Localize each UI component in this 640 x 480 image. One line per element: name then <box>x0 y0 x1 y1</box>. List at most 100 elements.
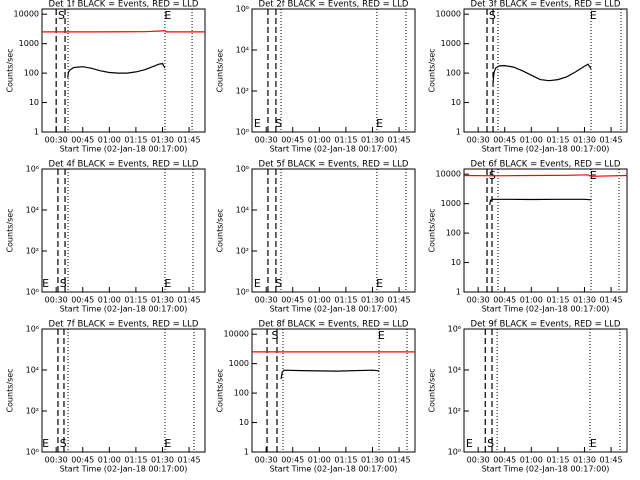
y-tick-label: 10² <box>26 407 39 416</box>
annotation: S <box>272 329 279 342</box>
y-tick-label: 10⁴ <box>26 366 39 375</box>
series-line <box>280 369 380 380</box>
panel: Det 5f BLACK = Events, RED = LLD 10⁰ 10² 10… <box>216 160 416 314</box>
annotation: E <box>42 437 49 450</box>
x-tick-label: 01:15 <box>124 456 147 465</box>
x-tick-label: 00:45 <box>71 296 94 305</box>
x-tick-label: 01:15 <box>546 296 569 305</box>
x-tick-label: 01:00 <box>520 456 543 465</box>
x-tick-label: 00:30 <box>255 456 278 465</box>
y-axis-label: Counts/sec <box>6 368 15 412</box>
annotation: E <box>378 329 385 342</box>
y-tick-label: 10² <box>448 407 461 416</box>
x-tick-label: 00:45 <box>493 136 516 145</box>
y-tick-label: 10⁶ <box>236 165 249 174</box>
x-tick-label: 01:00 <box>98 456 121 465</box>
y-tick-label: 10⁰ <box>26 288 39 297</box>
panel: Det 1f BLACK = Events, RED = LLD 1 10 100 10… <box>6 0 206 154</box>
plot-frame <box>41 168 206 293</box>
panel: Det 4f BLACK = Events, RED = LLD 10⁰ 10² 10… <box>6 160 206 314</box>
y-tick-label: 1 <box>456 288 461 297</box>
y-tick-label: 100 <box>234 389 249 398</box>
y-tick-label: 10⁰ <box>236 288 249 297</box>
x-tick-label: 00:30 <box>255 296 278 305</box>
y-tick-label: 10⁶ <box>236 5 249 14</box>
y-tick-label: 10² <box>236 87 249 96</box>
y-tick-label: 100 <box>446 229 461 238</box>
plot-frame <box>251 168 416 293</box>
annotation: E <box>590 9 597 22</box>
x-tick-label: 01:00 <box>308 136 331 145</box>
x-tick-label: 01:15 <box>334 136 357 145</box>
y-tick-label: 10² <box>236 247 249 256</box>
annotation: E <box>254 117 261 130</box>
y-tick-label: 10 <box>451 98 461 107</box>
panel-title: Det 1f BLACK = Events, RED = LLD <box>49 0 199 10</box>
y-tick-label: 1 <box>456 128 461 137</box>
x-tick-label: 00:30 <box>255 136 278 145</box>
y-tick-label: 10000 <box>224 330 249 339</box>
x-tick-label: 00:45 <box>71 456 94 465</box>
y-tick-label: 1 <box>244 448 249 457</box>
x-tick-label: 01:30 <box>151 456 174 465</box>
y-tick-label: 10⁴ <box>236 206 249 215</box>
x-tick-label: 01:45 <box>388 296 411 305</box>
y-tick-label: 10⁰ <box>26 448 39 457</box>
annotation: E <box>164 437 171 450</box>
y-axis-label: Counts/sec <box>216 368 225 412</box>
panel-title: Det 9f BLACK = Events, RED = LLD <box>471 320 621 330</box>
y-tick-label: 10⁴ <box>26 206 39 215</box>
x-tick-label: 00:30 <box>45 456 68 465</box>
y-tick-label: 10⁰ <box>448 448 461 457</box>
y-tick-label: 1000 <box>441 39 461 48</box>
x-tick-label: 01:00 <box>98 296 121 305</box>
annotation: S <box>275 277 282 290</box>
panel-title: Det 3f BLACK = Events, RED = LLD <box>471 0 621 10</box>
annotation: S <box>60 277 67 290</box>
x-tick-label: 01:00 <box>520 136 543 145</box>
y-axis-label: Counts/sec <box>428 368 437 412</box>
series-line <box>42 29 205 33</box>
y-axis-label: Counts/sec <box>216 208 225 252</box>
x-tick-label: 01:45 <box>178 136 201 145</box>
x-tick-label: 01:00 <box>520 296 543 305</box>
annotation: S <box>60 437 67 450</box>
annotation: E <box>164 277 171 290</box>
panel: Det 3f BLACK = Events, RED = LLD 1 10 100 10… <box>428 0 628 154</box>
y-tick-label: 1000 <box>229 359 249 368</box>
x-tick-label: 01:45 <box>600 296 623 305</box>
y-tick-label: 10⁶ <box>26 165 39 174</box>
y-tick-label: 1000 <box>19 39 39 48</box>
y-tick-label: 10 <box>239 418 249 427</box>
panel-title: Det 7f BLACK = Events, RED = LLD <box>49 320 199 330</box>
y-axis-label: Counts/sec <box>428 48 437 92</box>
series-line <box>492 63 592 83</box>
plot-frame <box>41 8 206 133</box>
x-tick-label: 01:45 <box>178 296 201 305</box>
x-tick-label: 00:30 <box>45 136 68 145</box>
y-tick-label: 10 <box>451 258 461 267</box>
annotation: E <box>466 437 473 450</box>
panel-title: Det 6f BLACK = Events, RED = LLD <box>471 160 621 170</box>
y-tick-label: 1000 <box>441 199 461 208</box>
plot-frame <box>41 328 206 453</box>
x-tick-label: 00:45 <box>281 296 304 305</box>
annotation: E <box>376 117 383 130</box>
annotation: E <box>42 277 49 290</box>
x-tick-label: 01:30 <box>151 296 174 305</box>
y-tick-label: 10000 <box>14 10 39 19</box>
plot-frame <box>463 8 628 133</box>
x-axis-label: Start Time (02-Jan-18 00:17:00) <box>482 145 610 154</box>
x-tick-label: 01:15 <box>334 296 357 305</box>
x-tick-label: 00:45 <box>281 456 304 465</box>
x-tick-label: 01:15 <box>546 456 569 465</box>
y-tick-label: 10⁰ <box>236 128 249 137</box>
x-tick-label: 01:45 <box>600 136 623 145</box>
x-tick-label: 01:00 <box>308 296 331 305</box>
panel: Det 7f BLACK = Events, RED = LLD 10⁰ 10² 10… <box>6 320 206 474</box>
x-tick-label: 00:30 <box>467 456 490 465</box>
annotation: E <box>376 277 383 290</box>
x-axis-label: Start Time (02-Jan-18 00:17:00) <box>270 305 398 314</box>
